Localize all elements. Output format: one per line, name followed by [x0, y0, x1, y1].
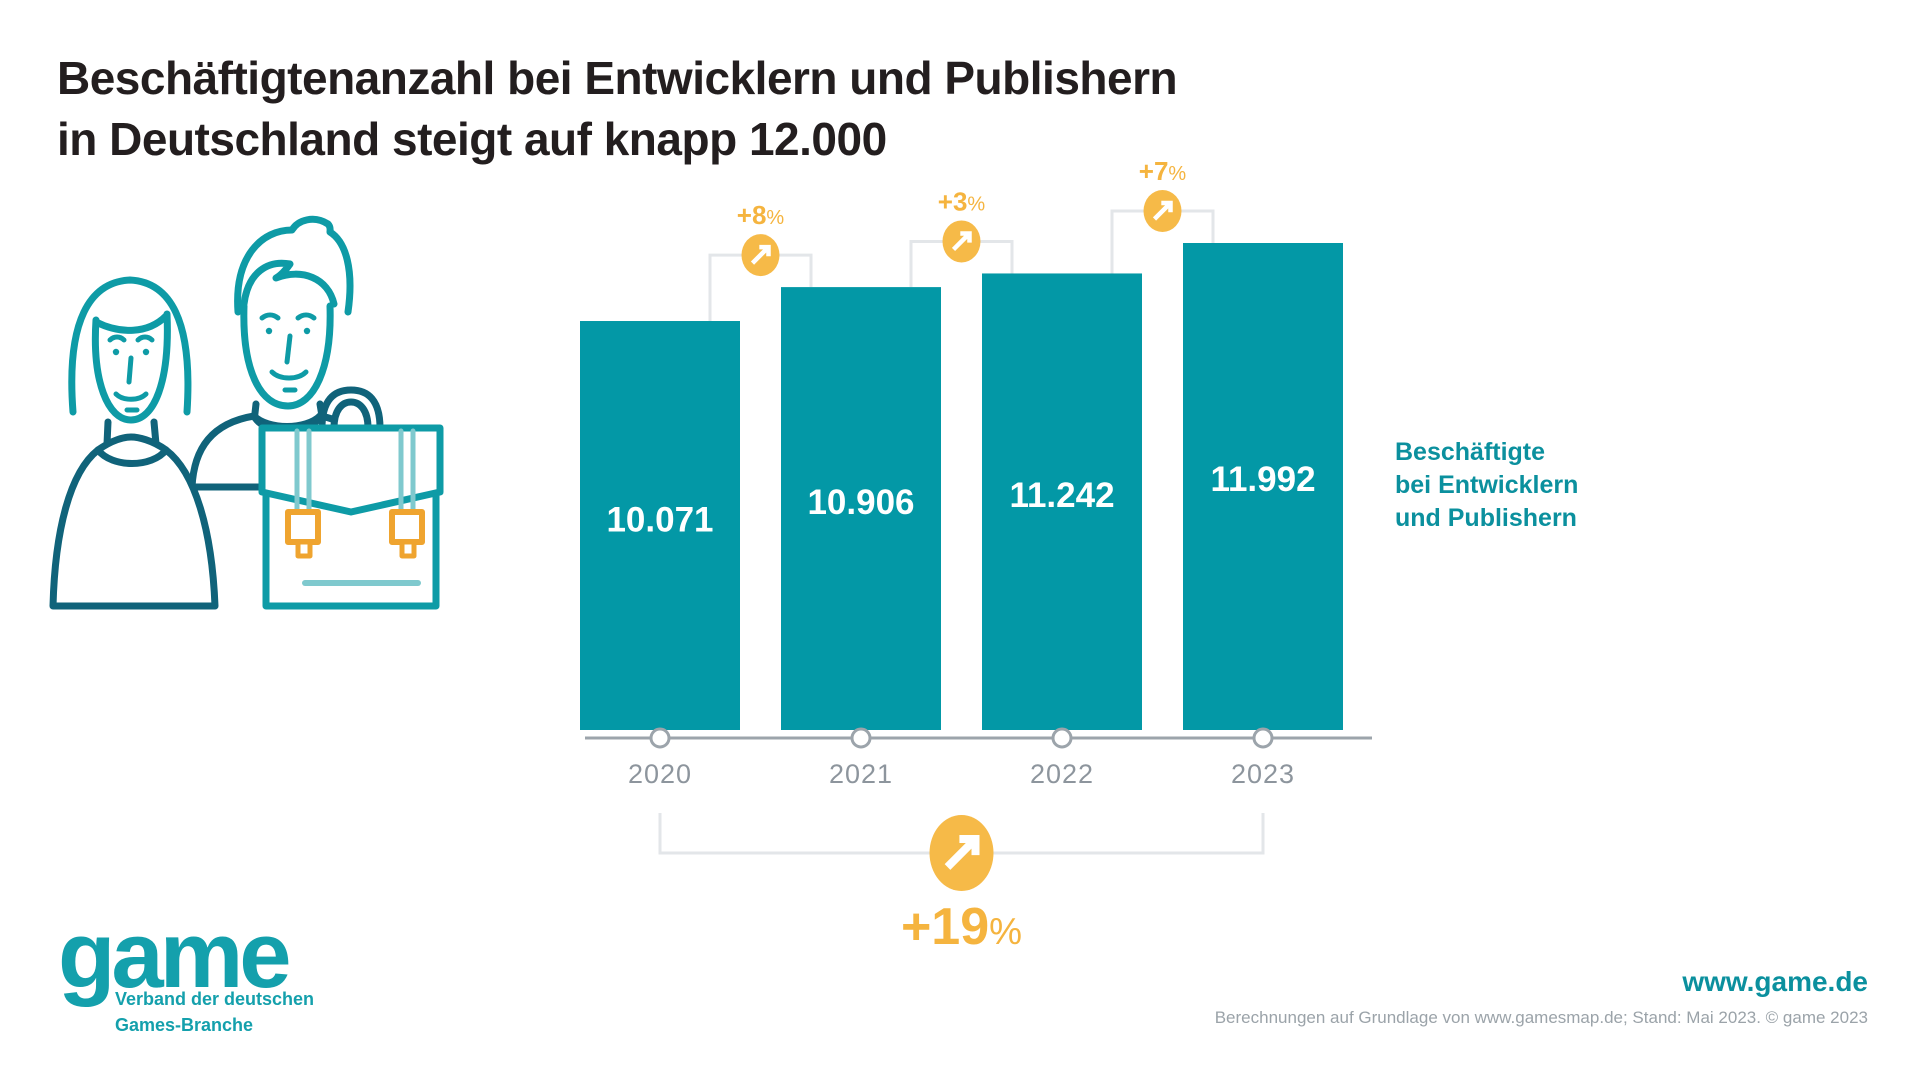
bar-value-2021: 10.906 [807, 483, 914, 522]
arrow-up-right-icon [1152, 200, 1173, 221]
game-logo: game [58, 902, 292, 1007]
bar-value-2020: 10.071 [606, 500, 713, 539]
axis-dot-2023 [1252, 727, 1274, 749]
arrow-up-right-icon [750, 244, 771, 265]
woman-figure [49, 276, 219, 610]
bar-2022 [982, 273, 1142, 730]
total-change-label: +19% [901, 898, 1022, 956]
source-note: Berechnungen auf Grundlage von www.games… [1214, 1008, 1868, 1027]
page-title: Beschäftigtenanzahl bei Entwicklern und … [57, 52, 1178, 165]
axis-dot-2020 [649, 727, 671, 749]
arrow-up-right-icon [951, 231, 972, 252]
year-label-2022: 2022 [1030, 759, 1094, 789]
change-label-0: +8% [737, 200, 785, 230]
chart-legend: Beschäftigte bei Entwicklern und Publish… [1395, 438, 1579, 532]
year-label-2020: 2020 [628, 759, 692, 789]
year-label-2023: 2023 [1231, 759, 1295, 789]
bar-2021 [781, 287, 941, 730]
change-label-2: +7% [1139, 156, 1187, 186]
axis-dot-2022 [1051, 727, 1073, 749]
website-link[interactable]: www.game.de [1682, 966, 1868, 997]
year-label-2021: 2021 [829, 759, 893, 789]
bar-value-2023: 11.992 [1210, 460, 1315, 499]
people-briefcase-illustration [49, 215, 444, 610]
axis-dot-2021 [850, 727, 872, 749]
briefcase-icon [258, 386, 444, 610]
bar-2020 [580, 321, 740, 730]
game-logo-tagline: Verband der deutschen Games-Branche [115, 989, 315, 1035]
arrow-up-right-icon [944, 835, 980, 870]
bar-2023 [1183, 243, 1343, 730]
change-label-1: +3% [938, 186, 986, 216]
bar-value-2022: 11.242 [1009, 476, 1114, 515]
